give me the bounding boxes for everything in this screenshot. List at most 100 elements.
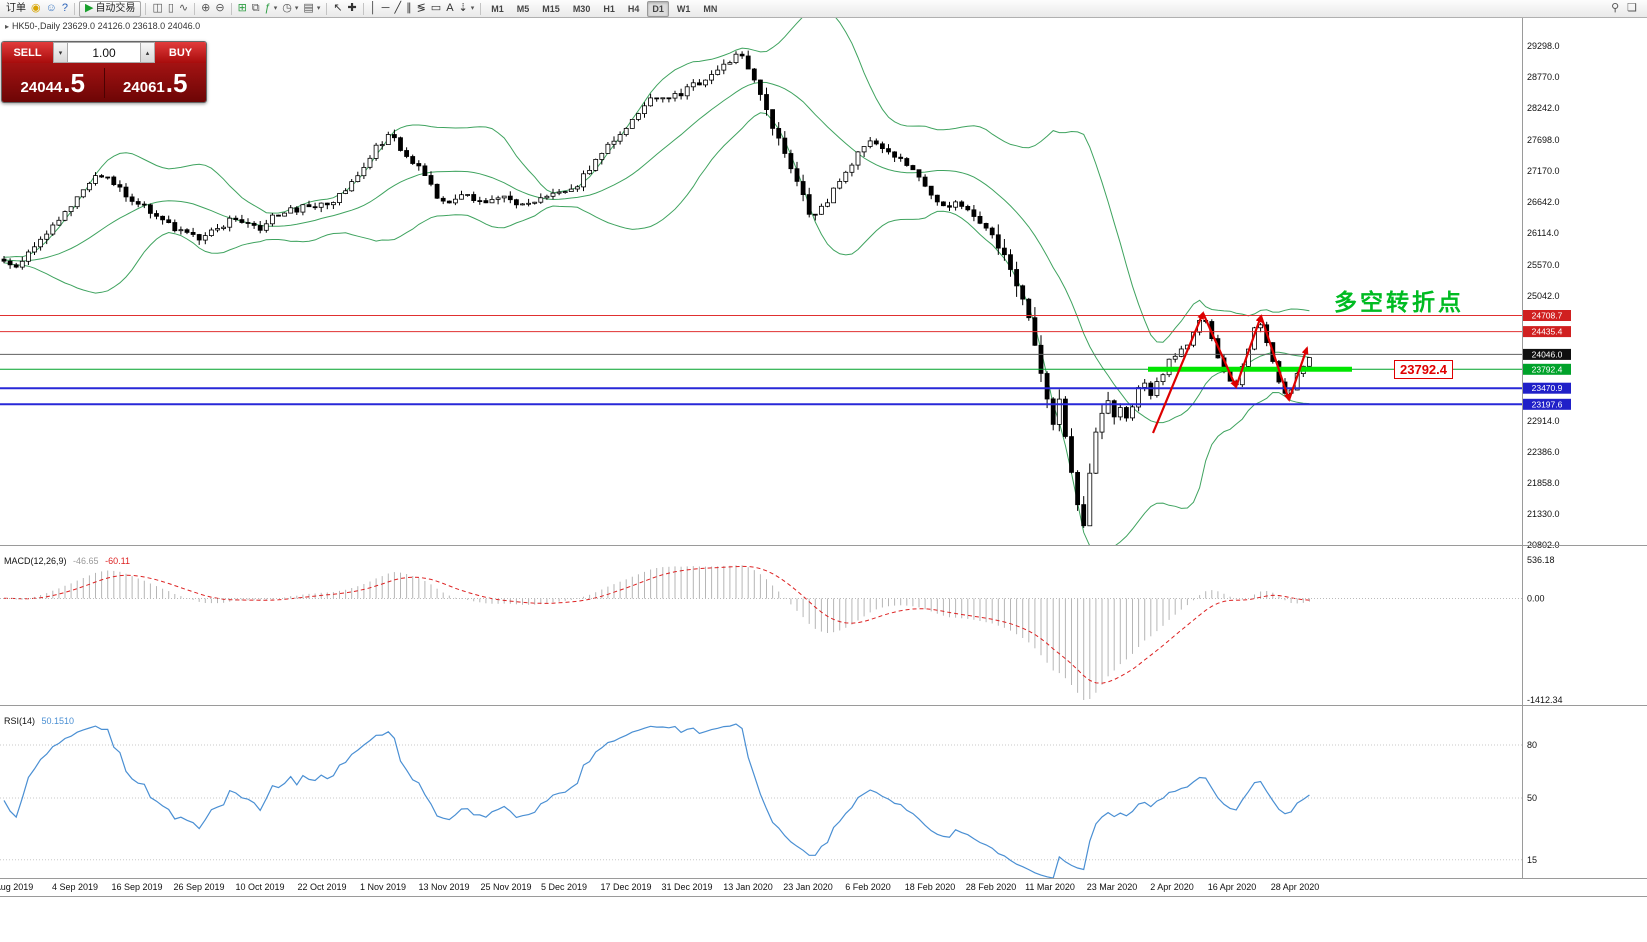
svg-text:27698.0: 27698.0	[1527, 135, 1560, 145]
support-level-label[interactable]: 23792.4	[1394, 360, 1453, 379]
dropdown-caret-icon[interactable]: ▾	[316, 5, 321, 12]
line-chart-icon: ∿	[178, 2, 189, 14]
autotrade-button-glyph: ▶	[84, 2, 94, 14]
timeframe-h1[interactable]: H1	[603, 3, 615, 14]
tile-windows-icon[interactable]: ⊞	[236, 1, 249, 16]
rsi-value: 50.1510	[41, 716, 75, 726]
candlestick-chart-icon[interactable]: ▯	[166, 1, 176, 16]
arrows-icon[interactable]: ⇣ ▾	[457, 1, 477, 16]
indicators-add-icon: ƒ	[264, 2, 271, 14]
search-icon[interactable]: ⚲	[1611, 2, 1620, 14]
fibonacci-icon[interactable]: ≶	[415, 1, 428, 16]
price-tags: 24708.7 24435.4 24046.0 23792.4 23470.9 23197…	[1523, 310, 1571, 410]
period-icon: ◷	[282, 2, 292, 14]
macd-indicator-label: MACD(12,26,9) -46.65 -60.11	[4, 556, 130, 566]
svg-text:16 Sep 2019: 16 Sep 2019	[111, 882, 162, 892]
svg-text:22386.0: 22386.0	[1527, 447, 1560, 457]
bar-chart-icon[interactable]: ◫	[150, 1, 164, 16]
cursor-icon[interactable]: ↖	[331, 1, 344, 16]
timeframe-d1[interactable]: D1	[647, 0, 669, 17]
timeframe-h4[interactable]: H4	[627, 3, 640, 14]
timeframe-m15[interactable]: M15	[542, 3, 560, 14]
svg-text:23 Jan 2020: 23 Jan 2020	[783, 882, 833, 892]
svg-text:25 Nov 2019: 25 Nov 2019	[480, 882, 531, 892]
zigzag-drawing[interactable]	[1151, 311, 1309, 434]
autotrade-button[interactable]: ▶ 自动交易	[78, 0, 142, 17]
dropdown-caret-icon[interactable]: ▾	[470, 5, 475, 12]
svg-text:21858.0: 21858.0	[1527, 478, 1560, 488]
text-icon: A	[446, 2, 454, 14]
timeframe-m1[interactable]: M1	[491, 3, 504, 14]
text-icon[interactable]: A	[444, 1, 455, 16]
price-divider	[103, 67, 105, 98]
macd-axis[interactable]: 536.18 0.00 -1412.34	[1527, 555, 1563, 705]
volume-increase-button[interactable]: ▴	[140, 42, 155, 63]
date-axis[interactable]: 23 Aug 2019 4 Sep 2019 16 Sep 2019 26 Sep 2…	[0, 882, 1319, 892]
vertical-line-icon: │	[369, 2, 377, 14]
svg-text:29298.0: 29298.0	[1527, 41, 1560, 51]
toolbar-left-groups: 订单 ◉ ☺? ▶ 自动交易 ◫ ▯ ∿ ⊕ ⊖ ⊞ ⧉ ƒ ▾ ◷ ▾ ▤ ▾ ↖ ✚ │ ─ ╱ ∥ ≶ ▭ A ⇣ ▾	[4, 0, 484, 17]
channel-icon: ∥	[406, 2, 412, 14]
zoom-in-icon[interactable]: ⊕	[199, 1, 212, 16]
svg-text:28770.0: 28770.0	[1527, 72, 1560, 82]
template-icon[interactable]: ▤ ▾	[301, 1, 322, 16]
dropdown-caret-icon[interactable]: ▾	[294, 5, 299, 12]
horizontal-level-lines[interactable]	[0, 315, 1522, 406]
volume-input[interactable]: 1.00	[68, 42, 140, 63]
macd-signal-value: -60.11	[105, 556, 130, 566]
cascade-windows-icon: ⧉	[251, 2, 260, 14]
cursor-icon: ↖	[333, 2, 343, 14]
svg-text:28 Apr 2020: 28 Apr 2020	[1271, 882, 1320, 892]
volume-decrease-button[interactable]: ▾	[53, 42, 68, 63]
zoom-out-icon[interactable]: ⊖	[213, 1, 226, 16]
horizontal-line-icon[interactable]: ─	[380, 1, 392, 16]
period-icon[interactable]: ◷ ▾	[280, 1, 300, 16]
timeframe-m5[interactable]: M5	[516, 3, 530, 14]
buy-button[interactable]: BUY	[155, 42, 206, 63]
sell-price-pips: .5	[63, 67, 85, 98]
rsi-axis[interactable]: 80 50 15	[0, 740, 1537, 865]
bar-chart-icon: ◫	[152, 2, 163, 14]
toolbar-right-icons: ⚲ ❏	[1609, 1, 1643, 16]
svg-text:23792.4: 23792.4	[1532, 364, 1563, 374]
macd-name: MACD(12,26,9)	[4, 556, 67, 566]
sell-button[interactable]: SELL	[2, 42, 53, 63]
svg-text:536.18: 536.18	[1527, 555, 1555, 565]
turning-point-annotation[interactable]: 多空转折点	[1334, 289, 1464, 315]
help-icon[interactable]: ?	[60, 1, 70, 16]
svg-text:50: 50	[1527, 793, 1537, 803]
community-icon[interactable]: ☺	[44, 1, 59, 16]
tile-windows-icon: ⊞	[237, 2, 247, 14]
price-axis[interactable]: 29298.0 28770.0 28242.0 27698.0 27170.0 26642…	[1527, 41, 1560, 550]
timeframe-mn[interactable]: MN	[703, 3, 718, 14]
sell-price[interactable]: 24044.5	[2, 70, 104, 96]
buy-price[interactable]: 24061.5	[105, 70, 207, 96]
svg-text:4 Sep 2019: 4 Sep 2019	[52, 882, 98, 892]
new-order-button[interactable]: 订单	[4, 1, 28, 16]
buy-price-int: 24061	[123, 78, 165, 96]
timeframe-w1[interactable]: W1	[676, 3, 691, 14]
vertical-line-icon[interactable]: │	[368, 1, 379, 16]
arrows-icon: ⇣	[458, 2, 468, 14]
dropdown-caret-icon[interactable]: ▾	[273, 5, 278, 12]
symbol-ohlc-text: HK50-,Daily 23629.0 24126.0 23618.0 2404…	[12, 21, 201, 31]
svg-text:24708.7: 24708.7	[1532, 311, 1563, 321]
panel-separators[interactable]	[0, 18, 1647, 897]
cascade-windows-icon[interactable]: ⧉	[250, 1, 262, 16]
svg-text:13 Nov 2019: 13 Nov 2019	[418, 882, 469, 892]
shapes-icon[interactable]: ▭	[429, 1, 443, 16]
channel-icon[interactable]: ∥	[404, 1, 414, 16]
svg-text:18 Feb 2020: 18 Feb 2020	[905, 882, 956, 892]
timeframe-m30[interactable]: M30	[572, 3, 591, 14]
crosshair-icon[interactable]: ✚	[346, 1, 359, 16]
toolbar-separator	[362, 2, 364, 15]
bollinger-middle-band	[3, 81, 1310, 424]
toolbar-separator	[145, 2, 147, 15]
line-chart-icon[interactable]: ∿	[177, 1, 190, 16]
buy-price-pips: .5	[165, 67, 188, 98]
indicators-add-icon[interactable]: ƒ ▾	[263, 1, 280, 16]
new-chart-window-icon[interactable]: ❏	[1627, 2, 1637, 14]
coins-icon[interactable]: ◉	[29, 1, 43, 16]
trendline-icon[interactable]: ╱	[392, 1, 403, 16]
